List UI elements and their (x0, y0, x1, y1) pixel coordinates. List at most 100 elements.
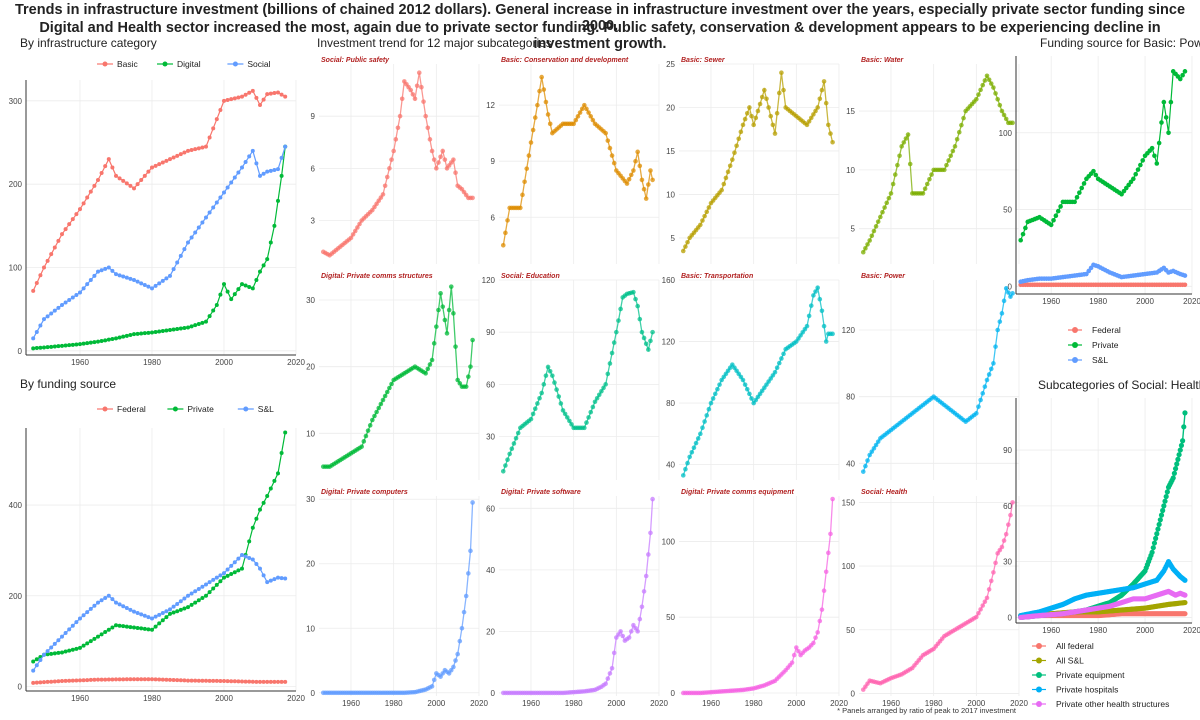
x-tick-label: 1960 (71, 694, 89, 703)
data-point (229, 180, 234, 185)
data-point (1001, 112, 1007, 118)
x-tick-label: 1960 (522, 699, 540, 708)
y-tick-label: 50 (1003, 206, 1012, 215)
data-point (160, 611, 165, 616)
data-point (31, 680, 36, 685)
data-point (106, 593, 111, 598)
data-point (160, 618, 165, 623)
data-point (419, 84, 424, 90)
data-point (200, 220, 205, 225)
data-point (150, 616, 154, 621)
legend-key-point (1036, 686, 1042, 693)
data-point (182, 606, 187, 611)
data-point (813, 635, 818, 640)
data-point (603, 130, 608, 136)
y-tick-label: 30 (306, 296, 315, 305)
data-point (99, 677, 104, 682)
data-point (408, 87, 414, 93)
data-point (49, 651, 54, 656)
data-point (121, 274, 126, 279)
data-point (45, 652, 50, 657)
data-point (747, 105, 752, 110)
data-point (124, 677, 129, 682)
data-point (1153, 535, 1159, 541)
data-point (196, 598, 201, 603)
data-point (586, 415, 591, 420)
data-point (182, 596, 187, 601)
data-point (67, 298, 72, 302)
data-point (1023, 225, 1028, 231)
data-point (229, 297, 234, 302)
data-point (99, 171, 104, 176)
data-point (804, 323, 810, 329)
data-point (725, 169, 731, 175)
data-point (38, 323, 43, 328)
data-point (562, 411, 568, 417)
data-point (250, 557, 255, 562)
data-point (153, 283, 158, 288)
data-point (637, 316, 643, 322)
data-point (573, 117, 579, 123)
data-point (106, 157, 111, 162)
data-point (1150, 545, 1156, 551)
data-point (204, 582, 208, 587)
data-point (503, 463, 508, 468)
data-point (218, 678, 223, 683)
data-point (52, 641, 57, 646)
data-point (265, 679, 270, 684)
subpanel-title: Social: Education (501, 273, 560, 280)
data-point (524, 166, 530, 171)
data-point (200, 596, 205, 601)
data-point (759, 94, 765, 100)
data-point (436, 307, 441, 313)
data-point (448, 284, 454, 289)
data-point (171, 678, 176, 683)
data-point (867, 238, 872, 243)
data-point (643, 341, 649, 347)
data-point (1156, 521, 1162, 528)
category-panel: 1960 1980 2000 2020 0 100 200 300 (9, 80, 305, 367)
data-point (867, 452, 872, 458)
data-point (279, 679, 284, 684)
legend-key-point (1072, 327, 1078, 333)
data-point (438, 291, 443, 296)
data-point (804, 122, 810, 128)
data-point (901, 140, 907, 145)
data-point (150, 677, 154, 682)
series-line (32, 146, 286, 339)
series-line (862, 74, 1013, 253)
data-point (204, 319, 208, 324)
x-tick-label: 1960 (1042, 297, 1060, 306)
subpanel: 1960 1980 2000 2020 0 10 20 30 (306, 495, 488, 708)
data-point (45, 649, 50, 654)
data-point (254, 95, 259, 100)
data-point (268, 91, 273, 96)
data-point (530, 411, 536, 417)
y-tick-label: 120 (482, 276, 496, 285)
data-point (614, 329, 619, 335)
data-point (175, 260, 180, 265)
data-point (175, 609, 180, 614)
data-point (946, 158, 951, 163)
data-point (582, 102, 587, 108)
data-point (186, 605, 190, 610)
data-point (815, 285, 820, 290)
data-point (641, 335, 647, 341)
data-point (146, 169, 151, 174)
data-point (823, 569, 829, 575)
data-point (875, 219, 881, 224)
data-point (106, 337, 111, 342)
data-point (742, 116, 748, 122)
data-point (254, 562, 259, 567)
data-point (1074, 194, 1080, 200)
data-point (1164, 489, 1170, 495)
data-point (135, 331, 140, 336)
data-point (637, 616, 643, 622)
data-point (222, 679, 226, 684)
data-point (70, 647, 75, 652)
panel-title: By funding source (20, 377, 116, 391)
data-point (268, 168, 273, 173)
data-point (796, 649, 801, 654)
data-point (214, 303, 219, 307)
